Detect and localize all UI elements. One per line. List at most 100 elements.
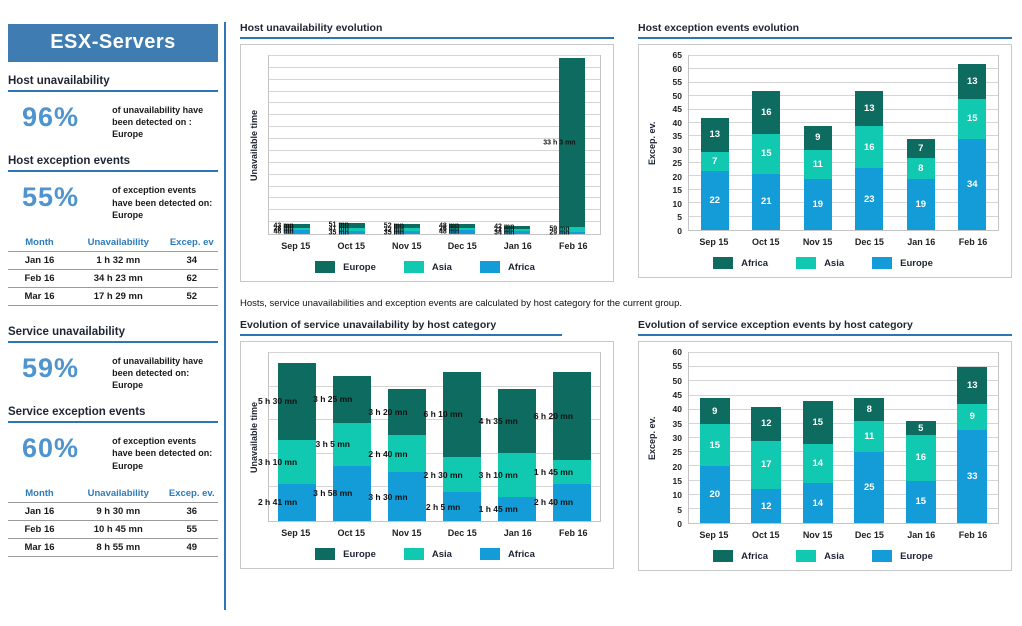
bar-column-feb-16: 2 h 40 mn 1 h 45 mn 6 h 20 mn: [534, 353, 600, 521]
legend-label: Asia: [431, 548, 452, 560]
chart-service-unavailability-by-category: Evolution of service unavailability by h…: [240, 319, 614, 571]
col-unavailability: Unavailability: [87, 487, 149, 499]
x-tick-label: Feb 16: [958, 237, 988, 247]
section-heading-host-exception-events: Host exception events: [8, 155, 218, 173]
gridline: [689, 380, 998, 382]
segment-value-label: 15: [966, 113, 978, 125]
stacked-bar: 33 9 13: [957, 353, 988, 523]
chart-host-exception-events-evolution: Host exception events evolution Excep. e…: [638, 22, 1012, 282]
bar-column-nov-15: 14 14 15: [792, 353, 844, 523]
gridline: [269, 161, 600, 163]
y-axis-ticks: 0 5 10 15 20 25 30 35 40 45 50 55 60: [662, 347, 688, 529]
stat-host-exception-events: 55% of exception events have been detect…: [8, 172, 218, 222]
stacked-bar: 22 7 13: [700, 56, 729, 230]
bar-segment-africa: [393, 231, 420, 234]
segment-time-label: 3 h 30 mn: [368, 491, 408, 502]
gridline: [689, 451, 998, 453]
segment-time-label: 6 h 10 mn: [423, 409, 463, 420]
segment-value-label: 13: [966, 75, 978, 87]
legend-label: Asia: [824, 257, 845, 269]
bar-segment-europe: 33: [957, 429, 988, 523]
bar-segment-europe: [393, 223, 420, 229]
stacked-bar: [277, 353, 316, 521]
stacked-bar: [393, 56, 420, 234]
segment-value-label: 11: [864, 431, 875, 443]
plot-area: 20 15 9 12 17 12 14 14 15 25 11 8 15 16 5 33 9 13: [688, 352, 999, 524]
segment-value-label: 13: [863, 102, 875, 114]
legend-label: Asia: [824, 550, 845, 562]
bar-column-nov-15: 19 11 9: [792, 56, 844, 230]
stat-host-unavailability: 96% of unavailability have been detected…: [8, 92, 218, 142]
stacked-bar: [338, 56, 365, 234]
y-tick-label: 15: [672, 185, 682, 196]
gridline: [269, 90, 600, 92]
bar-segment-asia: 15: [958, 98, 987, 139]
segment-value-label: 23: [863, 193, 875, 205]
y-axis-label: Excep. ev.: [647, 121, 657, 165]
chart-title: Evolution of service unavailability by h…: [240, 319, 562, 336]
bar-segment-asia: 8: [906, 157, 935, 180]
x-tick-label: Nov 15: [391, 528, 422, 538]
gridline: [269, 114, 600, 116]
segment-time-label: 4 h 35 mn: [478, 415, 518, 426]
bar-segment-africa: 13: [957, 367, 988, 404]
gridline: [689, 135, 998, 137]
gridline: [689, 202, 998, 204]
table-row: Feb 16 10 h 45 mn 55: [8, 519, 218, 539]
bar-segment-asia: 15: [699, 423, 730, 467]
x-tick-label: Jan 16: [907, 530, 936, 540]
segment-value-label: 16: [760, 106, 772, 118]
y-tick-label: 40: [672, 404, 682, 415]
y-tick-label: 55: [672, 361, 682, 372]
bar-column-nov-15: 35 mn 32 mn 52 mn: [379, 56, 434, 236]
x-tick-label: Feb 16: [558, 528, 588, 538]
bar-segment-africa: 15: [802, 401, 833, 444]
x-tick-label: Jan 16: [503, 528, 532, 538]
x-axis-labels: Sep 15 Oct 15 Nov 15 Dec 15 Jan 16 Feb 16: [688, 237, 999, 247]
bar-segment-africa: [443, 492, 482, 521]
bar-segment-africa: [498, 496, 537, 521]
bar-segment-asia: 11: [803, 149, 832, 180]
bar-segment-asia: [553, 459, 592, 484]
bar-column-jan-16: 1 h 45 mn 3 h 10 mn 4 h 35 mn: [479, 353, 545, 521]
bar-segment-europe: 19: [803, 179, 832, 230]
gridline: [269, 102, 600, 104]
gridline: [689, 366, 998, 368]
y-tick-label: 30: [672, 144, 682, 155]
table-header-row: Month Unavailability Excep. ev: [8, 235, 218, 252]
bar-segment-europe: [387, 388, 426, 436]
segment-time-label: 1 h 45 mn: [478, 503, 518, 514]
bar-column-oct-15: 21 15 16: [741, 56, 793, 230]
bar-segment-europe: 23: [855, 168, 884, 230]
gridline: [689, 55, 998, 56]
segment-value-label: 16: [915, 452, 927, 464]
bars-container: 2 h 41 mn 3 h 10 mn 5 h 30 mn 3 h 58 mn 3 h …: [258, 353, 600, 521]
stacked-bar: 14 14 15: [802, 353, 833, 523]
segment-value-label: 14: [812, 458, 824, 470]
segment-value-label: 20: [709, 489, 721, 501]
bar-segment-asia: 9: [957, 404, 988, 430]
bar-column-jan-16: 34 mn 22 mn 42 mn: [490, 56, 545, 236]
gridline: [269, 419, 600, 421]
percent-description: of exception events have been detected o…: [112, 185, 213, 220]
bar-column-sep-15: 2 h 41 mn 3 h 10 mn 5 h 30 mn: [258, 353, 324, 521]
y-tick-label: 55: [672, 77, 682, 88]
gridline: [269, 486, 600, 488]
bar-segment-africa: [559, 231, 586, 234]
bar-segment-africa: [387, 472, 426, 521]
sidebar-divider: [224, 22, 226, 610]
percent-description: of unavailability have been detected on:…: [112, 355, 204, 391]
segment-value-label: 15: [915, 496, 927, 508]
bar-segment-africa: [504, 231, 531, 234]
segment-time-label: 3 h 20 mn: [368, 407, 408, 418]
segment-time-label: 3 h 10 mn: [478, 469, 518, 480]
bar-segment-europe: 15: [905, 480, 936, 523]
y-tick-label: 0: [677, 519, 682, 529]
bar-segment-europe: 12: [751, 489, 782, 523]
legend-item-europe: Europe: [872, 257, 933, 269]
segment-value-label: 15: [709, 439, 721, 451]
gridline: [269, 78, 600, 80]
gridline: [269, 185, 600, 187]
stacked-bar: [498, 353, 537, 521]
